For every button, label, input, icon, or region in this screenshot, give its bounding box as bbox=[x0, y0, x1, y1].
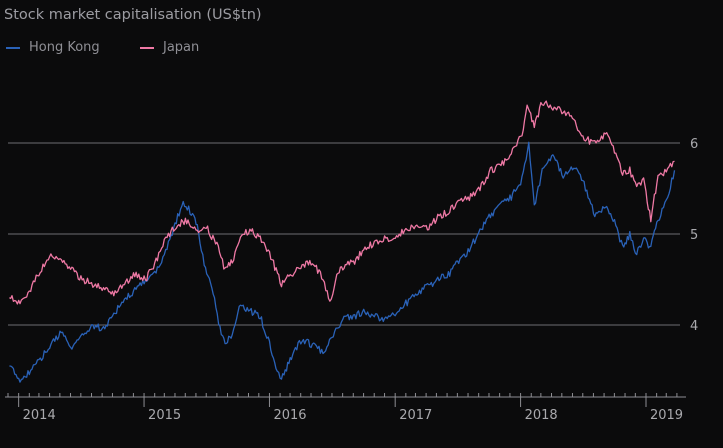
legend-item-hong-kong: Hong Kong bbox=[6, 40, 100, 58]
legend-label-japan: Japan bbox=[163, 40, 200, 55]
legend-label-hong-kong: Hong Kong bbox=[29, 40, 100, 55]
x-tick-label-2018: 2018 bbox=[525, 408, 558, 423]
legend-swatch-japan bbox=[140, 46, 154, 49]
series-line-hong-kong bbox=[9, 141, 676, 383]
x-tick-label-2016: 2016 bbox=[273, 408, 306, 423]
y-tick-label-4: 4 bbox=[690, 319, 698, 334]
series-line-japan bbox=[9, 100, 675, 305]
x-tick-label-2014: 2014 bbox=[23, 408, 56, 423]
x-axis-minor-ticks bbox=[7, 393, 678, 397]
y-tick-label-6: 6 bbox=[690, 137, 698, 152]
x-tick-label-2019: 2019 bbox=[650, 408, 683, 423]
legend-swatch-hong-kong bbox=[6, 46, 20, 49]
legend-item-japan: Japan bbox=[140, 40, 199, 58]
x-tick-label-2015: 2015 bbox=[148, 408, 181, 423]
y-tick-label-5: 5 bbox=[690, 228, 698, 243]
chart-title: Stock market capitalisation (US$tn) bbox=[4, 7, 262, 23]
x-tick-label-2017: 2017 bbox=[399, 408, 432, 423]
